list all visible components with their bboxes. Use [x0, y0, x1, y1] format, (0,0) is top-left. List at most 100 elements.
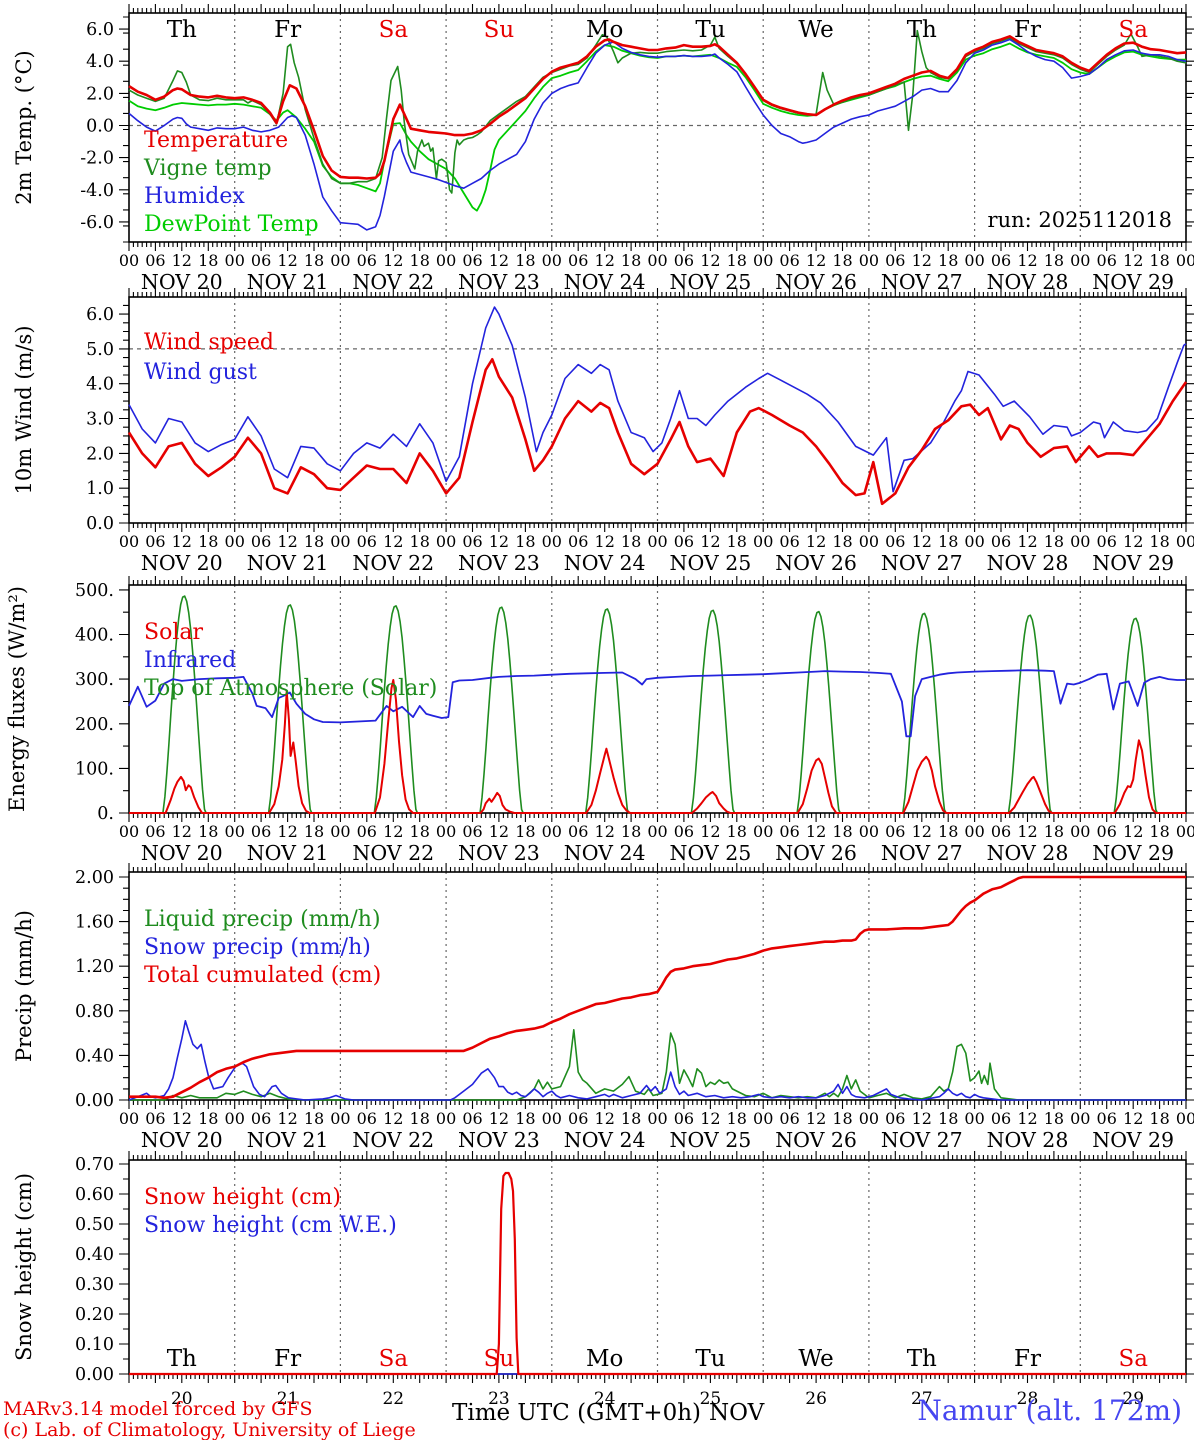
axis-ticks	[119, 863, 1194, 1109]
y-axis-title: Precip (mm/h)	[12, 910, 36, 1062]
hour-label: 12	[172, 822, 192, 841]
hour-label: 12	[489, 532, 509, 551]
y-tick-label: 0.70	[75, 1155, 114, 1175]
date-label: NOV 28	[987, 551, 1069, 575]
day-letter-bottom: Mo	[586, 1346, 623, 1372]
hour-label: 00	[964, 532, 984, 551]
plot-frame	[128, 12, 1187, 243]
hour-label: 12	[700, 532, 720, 551]
hour-label: 12	[172, 251, 192, 270]
day-letter-bottom: Th	[907, 1346, 937, 1372]
day-letter-bottom: Fr	[274, 1346, 301, 1372]
hour-label: 00	[647, 251, 667, 270]
series-liquid-precip	[129, 1029, 1186, 1101]
day-gridlines	[234, 1160, 1081, 1374]
legend-temp2m-2: Humidex	[144, 184, 245, 209]
hour-label: 12	[1017, 822, 1037, 841]
hour-label: 06	[357, 822, 377, 841]
date-label: NOV 26	[775, 551, 857, 575]
hour-label: 00	[753, 1109, 773, 1128]
x-axis-title: Time UTC (GMT+0h) NOV	[452, 1400, 764, 1426]
legend-precip-1: Snow precip (mm/h)	[144, 935, 371, 960]
date-label: NOV 23	[458, 841, 540, 865]
hour-label: 18	[304, 251, 324, 270]
date-label: NOV 20	[141, 841, 223, 865]
series-snow-precip	[128, 1020, 1186, 1101]
date-label: NOV 28	[987, 841, 1069, 865]
hour-label: 00	[647, 1109, 667, 1128]
day-letter-top: We	[798, 17, 833, 43]
hour-label: 06	[568, 1109, 588, 1128]
hour-label: 18	[304, 532, 324, 551]
date-label: NOV 28	[987, 1128, 1069, 1152]
plot-frame	[128, 296, 1187, 524]
hour-label: 00	[1070, 532, 1090, 551]
hour-label: 18	[832, 1109, 852, 1128]
hour-label: 00	[330, 1109, 350, 1128]
hour-label: 06	[991, 251, 1011, 270]
legend-energy-0: Solar	[144, 620, 203, 645]
legend-precip-2: Total cumulated (cm)	[144, 963, 381, 988]
date-label: NOV 20	[141, 1128, 223, 1152]
day-letter-top: Mo	[586, 17, 623, 43]
hour-label: 12	[489, 822, 509, 841]
y-tick-label: 400.	[75, 626, 114, 646]
hour-label: 18	[1044, 251, 1064, 270]
y-tick-label: 500.	[75, 581, 114, 601]
hour-label: 00	[119, 1109, 139, 1128]
axis-ticks	[119, 1151, 1194, 1383]
y-tick-label: 0.30	[75, 1275, 114, 1295]
panel-wind10m: 0.0 1.0 2.0 3.0 4.0 5.0 6.0 10m Wind (m/s) Wind …	[12, 288, 1194, 575]
hour-label: 06	[462, 1109, 482, 1128]
hour-label: 00	[436, 822, 456, 841]
hour-label: 12	[172, 1109, 192, 1128]
hour-label: 00	[964, 1109, 984, 1128]
hour-label: 18	[938, 532, 958, 551]
plot-frame	[128, 871, 1187, 1101]
y-axis-title: 10m Wind (m/s)	[12, 325, 36, 494]
station-label: Namur (alt. 172m)	[917, 1394, 1182, 1427]
y-tick-label: 0.80	[75, 1002, 114, 1022]
hour-label: 00	[436, 532, 456, 551]
day-gridlines	[234, 872, 1081, 1100]
hour-label: 12	[172, 532, 192, 551]
legend-precip-0: Liquid precip (mm/h)	[144, 907, 381, 932]
hour-label: 18	[727, 532, 747, 551]
hour-label: 06	[145, 822, 165, 841]
hour-label: 00	[753, 251, 773, 270]
hour-label: 18	[515, 1109, 535, 1128]
date-label: NOV 20	[141, 551, 223, 575]
hour-label: 12	[912, 251, 932, 270]
hour-label: 12	[1017, 1109, 1037, 1128]
model-credit: MARv3.14 model forced by GFS (c) Lab. of…	[3, 1399, 416, 1440]
hour-label: 06	[779, 1109, 799, 1128]
model-credit-line1: MARv3.14 model forced by GFS	[3, 1398, 313, 1420]
legend-wind10m-0: Wind speed	[144, 330, 274, 355]
date-label: NOV 25	[670, 1128, 752, 1152]
hour-label: 12	[595, 251, 615, 270]
day-letter-bottom: Tu	[695, 1346, 725, 1372]
hour-label: 18	[515, 822, 535, 841]
y-tick-label: 0.	[97, 804, 114, 824]
y-tick-label: 0.20	[75, 1305, 114, 1325]
hour-label: 18	[1149, 822, 1169, 841]
hour-label: 00	[542, 1109, 562, 1128]
hour-label: 12	[912, 1109, 932, 1128]
y-tick-label: 4.0	[86, 52, 114, 72]
hour-label: 00	[1176, 1109, 1194, 1128]
day-gridlines	[234, 297, 1081, 523]
hour-label: 18	[1149, 532, 1169, 551]
hour-label: 00	[119, 822, 139, 841]
hour-label: 18	[938, 1109, 958, 1128]
hour-label: 12	[700, 1109, 720, 1128]
hour-label: 12	[700, 822, 720, 841]
hour-label: 12	[595, 532, 615, 551]
hour-label: 18	[832, 532, 852, 551]
hour-label: 12	[1123, 1109, 1143, 1128]
hour-label: 18	[621, 1109, 641, 1128]
date-label: NOV 22	[352, 1128, 434, 1152]
hour-label: 06	[779, 822, 799, 841]
hour-label: 06	[1097, 251, 1117, 270]
legend-temp2m-3: DewPoint Temp	[144, 212, 319, 237]
hour-label: 18	[515, 251, 535, 270]
